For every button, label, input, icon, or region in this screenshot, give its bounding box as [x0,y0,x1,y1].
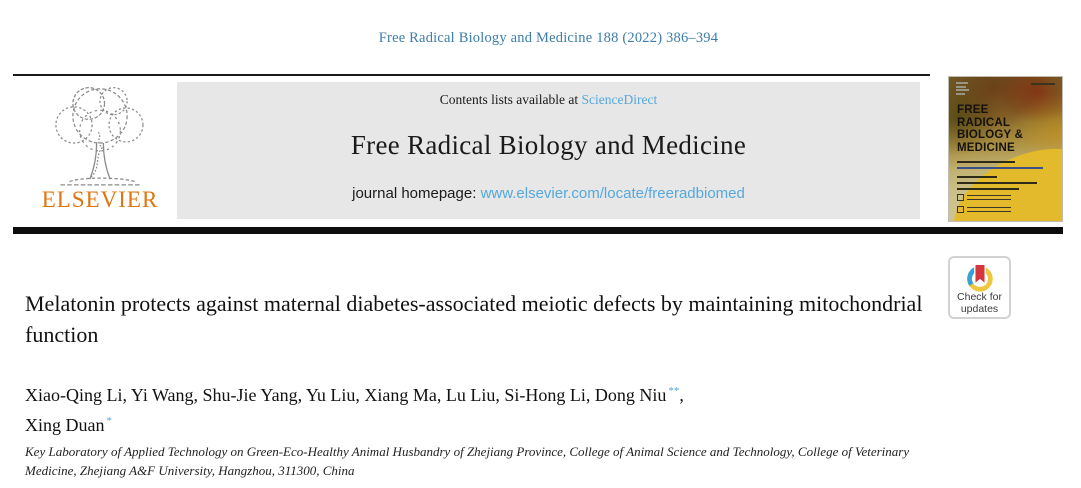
cover-text-lines [957,161,1043,194]
homepage-line: journal homepage: www.elsevier.com/locat… [177,185,920,202]
author: Dong Niu **, [594,385,684,405]
author-footnote-marker[interactable]: ** [668,385,680,397]
cover-society-logos [957,189,1011,213]
author: Lu Liu, [445,385,505,405]
elsevier-logo: ELSEVIER [25,82,175,222]
journal-title: Free Radical Biology and Medicine [350,130,747,160]
author-footnote-marker[interactable]: * [106,415,113,427]
homepage-line-text: journal homepage: [352,185,481,202]
author: Yi Wang, [130,385,203,405]
check-updates-icon [966,263,993,292]
header-top-rule [13,74,930,76]
author: Shu-Jie Yang, [202,385,306,405]
header-bottom-divider [13,227,1063,234]
journal-cover-thumbnail[interactable]: FREE RADICAL BIOLOGY & MEDICINE [948,76,1063,222]
cover-journal-title: FREE RADICAL BIOLOGY & MEDICINE [957,104,1024,154]
elsevier-tree-icon [55,87,144,186]
contents-line-text: Contents lists available at [439,92,582,107]
cover-publisher-mark [956,82,969,96]
author: Xiao-Qing Li, [25,385,131,405]
author: Si-Hong Li, [504,385,595,405]
running-head-citation: Free Radical Biology and Medicine 188 (2… [378,30,719,46]
badge-label-line1: Check for [957,291,1002,303]
author-affiliation: Key Laboratory of Applied Technology on … [25,444,910,478]
badge-label-line2: updates [960,302,999,315]
author: Xing Duan * [25,415,112,435]
journal-banner: Contents lists available at ScienceDirec… [177,82,920,219]
article-title: Melatonin protects against maternal diab… [25,291,923,347]
elsevier-wordmark: ELSEVIER [41,187,159,212]
cover-issn-line [1031,83,1055,85]
author: Xiang Ma, [364,385,446,405]
sciencedirect-link[interactable]: ScienceDirect [581,92,658,107]
check-for-updates-badge[interactable]: Check for updates [948,256,1011,319]
contents-line: Contents lists available at ScienceDirec… [177,92,920,108]
journal-homepage-link[interactable]: www.elsevier.com/locate/freeradbiomed [480,185,745,202]
author-list: Xiao-Qing Li, Yi Wang, Shu-Jie Yang, Yu … [25,378,930,438]
author: Yu Liu, [305,385,365,405]
